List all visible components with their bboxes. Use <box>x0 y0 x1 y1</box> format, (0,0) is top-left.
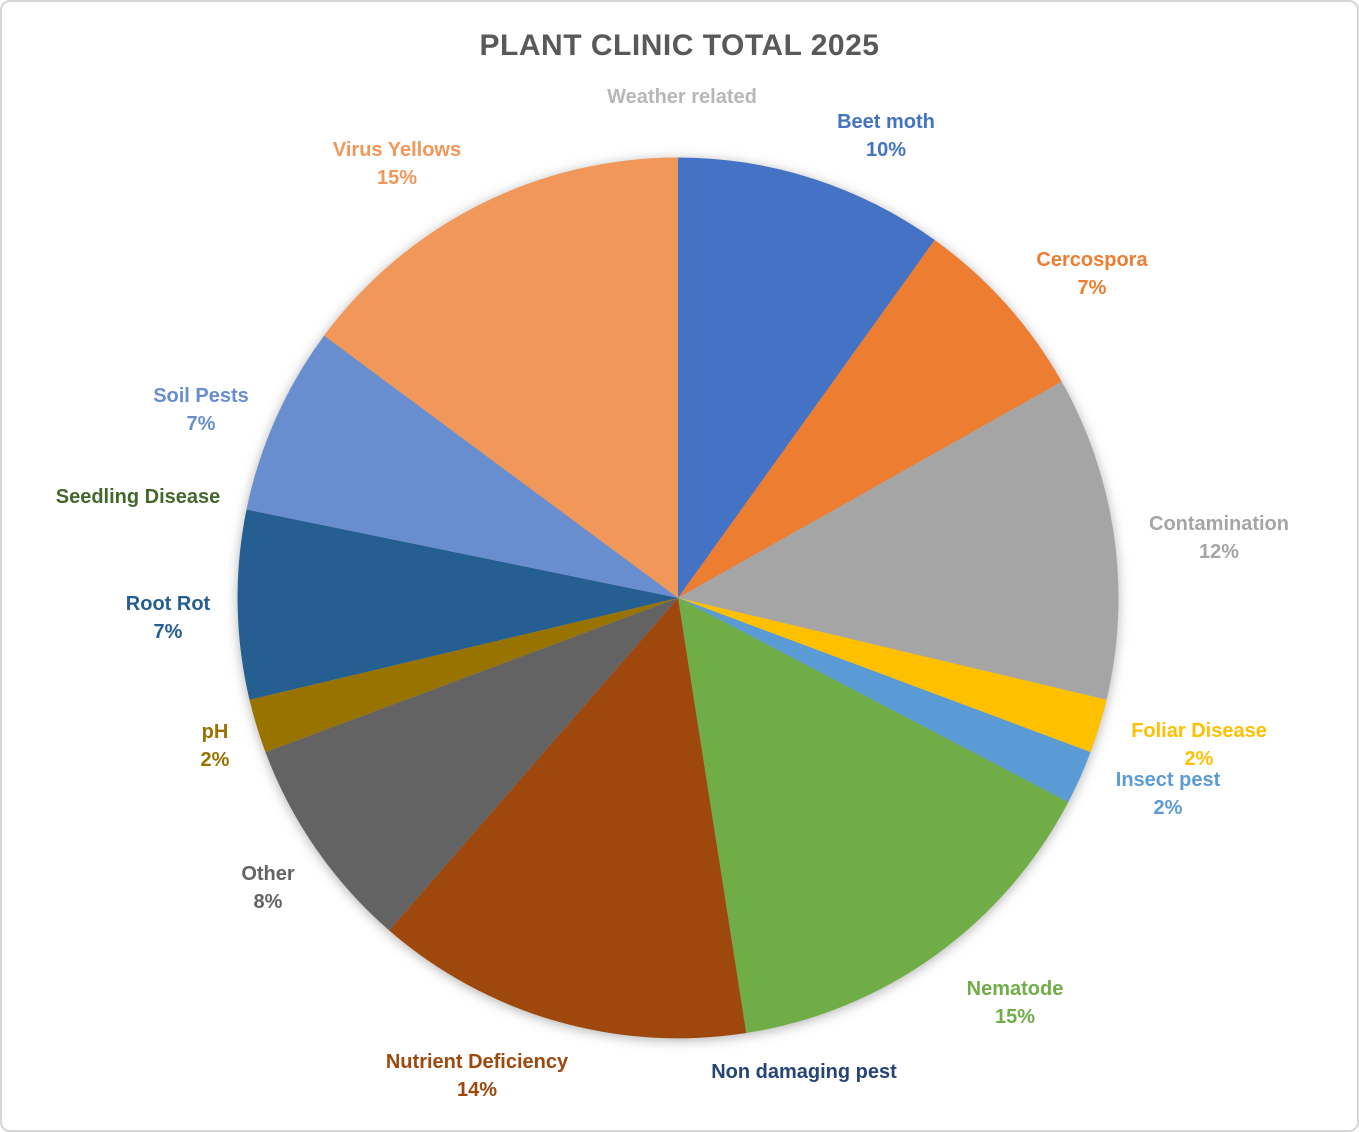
slice-label-name: Cercospora <box>1036 249 1148 271</box>
pie-slice-nutrient-deficiency <box>389 597 747 1039</box>
slice-label-name: Seedling Disease <box>55 486 221 508</box>
slice-label-name: Nutrient Deficiency <box>385 1051 569 1073</box>
chart-title: PLANT CLINIC TOTAL 2025 <box>479 29 880 62</box>
slice-label-name: Beet moth <box>837 111 935 133</box>
pie-slice-ph <box>249 597 679 753</box>
slice-label-cercospora: Cercospora 7% <box>1036 246 1147 302</box>
pie-slice-soil-pests <box>246 335 679 598</box>
slice-label-nutrient-deficiency: Nutrient Deficiency 14% <box>386 1048 568 1104</box>
pie-slices-group <box>237 157 1119 1039</box>
slice-label-percent: 7% <box>1077 277 1107 299</box>
slice-label-name: Foliar Disease <box>1131 720 1267 742</box>
slice-label-non-damaging-pest: Non damaging pest <box>711 1058 897 1086</box>
slice-label-seedling-disease: Seedling Disease <box>56 483 221 511</box>
pie-slice-nematode <box>678 597 1069 1034</box>
slice-label-percent: 10% <box>865 139 907 161</box>
pie-slice-insect-pest <box>678 597 1091 803</box>
slice-label-name: Other <box>241 863 295 885</box>
pie-slice-foliar-disease <box>678 597 1107 753</box>
slice-label-name: Root Rot <box>125 593 211 615</box>
slice-label-virus-yellows: Virus Yellows 15% <box>333 136 461 192</box>
pie-slice-cercospora <box>678 239 1062 598</box>
slice-label-insect-pest: Insect pest 2% <box>1116 766 1220 822</box>
slice-label-name: Weather related <box>607 86 757 108</box>
slice-label-nematode: Nematode 15% <box>967 975 1064 1031</box>
slice-label-name: Virus Yellows <box>332 139 462 161</box>
slice-label-name: Non damaging pest <box>711 1061 897 1083</box>
slice-label-soil-pests: Soil Pests 7% <box>153 382 249 438</box>
slice-label-ph: pH 2% <box>201 718 230 774</box>
slice-label-percent: 7% <box>153 621 183 643</box>
pie-slice-root-rot <box>237 509 679 700</box>
pie-slice-other <box>265 597 679 931</box>
pie-slice-virus-yellows <box>324 157 679 598</box>
slice-label-percent: 8% <box>253 891 283 913</box>
slice-label-beet-moth: Beet moth 10% <box>837 108 935 164</box>
slice-label-percent: 12% <box>1198 541 1240 563</box>
slice-label-contamination: Contamination 12% <box>1149 510 1289 566</box>
slice-label-name: pH <box>201 721 229 743</box>
pie-slice-beet-moth <box>678 157 935 598</box>
slice-label-foliar-disease: Foliar Disease 2% <box>1131 717 1267 773</box>
slice-label-other: Other 8% <box>241 860 294 916</box>
slice-label-percent: 2% <box>1153 797 1183 819</box>
slice-label-name: Nematode <box>966 978 1064 1000</box>
pie-slice-contamination <box>678 381 1119 700</box>
slice-label-percent: 15% <box>376 167 418 189</box>
slice-label-percent: 2% <box>200 749 230 771</box>
slice-label-percent: 7% <box>186 413 216 435</box>
slice-label-percent: 14% <box>456 1079 498 1101</box>
slice-label-name: Contamination <box>1149 513 1289 535</box>
slice-label-root-rot: Root Rot 7% <box>126 590 210 646</box>
slice-label-name: Soil Pests <box>153 385 249 407</box>
slice-label-percent: 2% <box>1184 748 1214 770</box>
slice-label-percent: 15% <box>994 1006 1036 1028</box>
slice-label-weather-related: Weather related <box>607 83 757 111</box>
slice-label-name: Insect pest <box>1115 769 1221 791</box>
